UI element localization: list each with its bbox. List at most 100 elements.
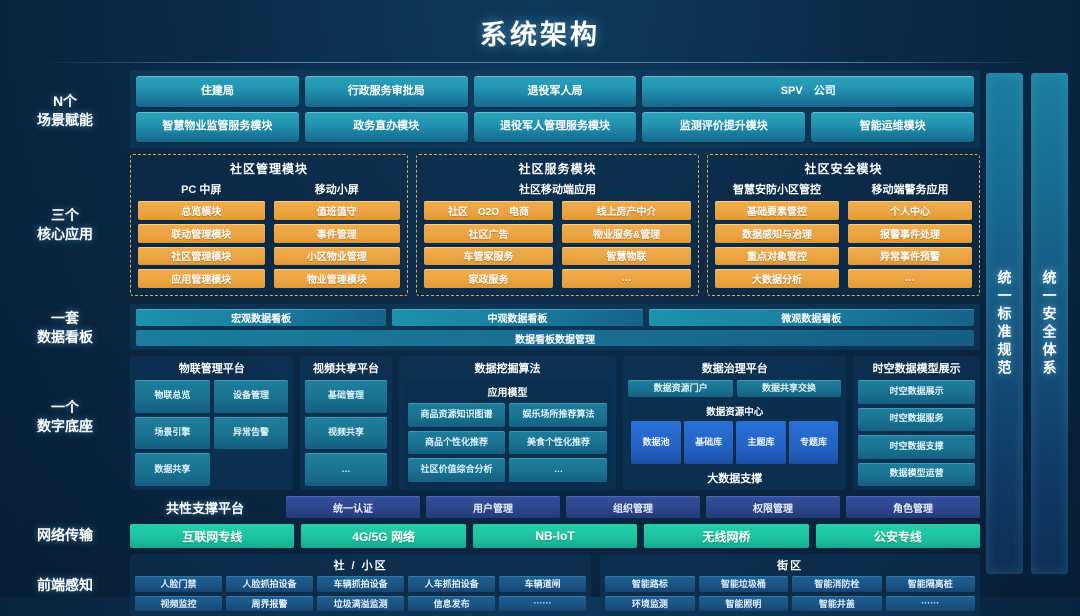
app-item[interactable]: 基础要素管控: [715, 201, 840, 220]
sensor-item[interactable]: ······: [885, 595, 975, 611]
digital-base-band: 物联管理平台 物联总览 设备管理 场景引擎 异常告警 数据共享 视频共享平台: [130, 356, 980, 490]
app-item[interactable]: 社区 O2O 电商: [424, 201, 554, 220]
sensor-item[interactable]: 车辆抓拍设备: [317, 576, 405, 592]
governance-item[interactable]: 数据资源门户: [628, 380, 733, 397]
spatio-item[interactable]: 时空数据服务: [858, 407, 975, 431]
app-item[interactable]: …: [562, 269, 692, 288]
app-item[interactable]: 家政服务: [424, 269, 554, 288]
sensor-item[interactable]: 周界报警: [226, 595, 314, 611]
dashboard-item[interactable]: 中观数据看板: [392, 309, 643, 326]
row-label-line1: 一套: [51, 310, 79, 326]
group-title: 社区安全模块: [804, 162, 883, 176]
app-item[interactable]: 车管家服务: [424, 246, 554, 266]
app-item[interactable]: 智慧物联: [562, 246, 692, 266]
platform-item[interactable]: 设备管理: [213, 380, 289, 413]
app-item[interactable]: 线上房产中介: [562, 201, 692, 220]
group-subtitle: 社区移动端应用: [519, 184, 597, 196]
resource-item[interactable]: 主题库: [736, 421, 786, 464]
resource-item[interactable]: 基础库: [683, 421, 734, 464]
app-item[interactable]: 值班值守: [273, 201, 400, 220]
platform-item[interactable]: 基础管理: [305, 380, 387, 413]
dashboard-item[interactable]: 微观数据看板: [648, 309, 974, 326]
common-platform-item[interactable]: 组织管理: [566, 496, 700, 518]
dashboard-item[interactable]: 宏观数据看板: [136, 309, 387, 326]
platform-item[interactable]: 物联总览: [135, 380, 210, 413]
scenario-module[interactable]: 监测评价提升模块: [642, 111, 806, 142]
sensor-item[interactable]: ······: [499, 595, 587, 611]
app-item[interactable]: 重点对象管控: [715, 246, 840, 266]
scenario-module[interactable]: 退役军人管理服务模块: [473, 111, 637, 142]
spatio-item[interactable]: 时空数据支撑: [858, 435, 975, 459]
platform-item[interactable]: 视频共享: [305, 416, 387, 450]
sensor-item[interactable]: 人脸抓拍设备: [226, 576, 314, 592]
scenario-module[interactable]: 智慧物业监管服务模块: [136, 111, 299, 142]
model-item[interactable]: 美食个性化推荐: [509, 430, 608, 455]
sensor-item[interactable]: 智能垃圾桶: [698, 576, 789, 592]
app-item[interactable]: 数据感知与治理: [715, 223, 840, 243]
app-item[interactable]: 社区广告: [424, 223, 554, 243]
scenario-org[interactable]: 退役军人局: [473, 76, 637, 107]
sensor-item[interactable]: 智能消防栓: [792, 576, 882, 592]
common-support-platform-band: 共性支撑平台 统一认证 用户管理 组织管理 权限管理 角色管理: [130, 496, 980, 518]
resource-item[interactable]: 数据池: [631, 421, 681, 464]
group-column: PC 中屏 总览模块 联动管理模块 社区管理模块 应用管理模块: [138, 181, 265, 288]
app-item[interactable]: 报警事件处理: [848, 223, 972, 243]
scenario-org-spv[interactable]: SPV 公司: [642, 76, 974, 107]
platform-item[interactable]: 异常告警: [213, 416, 289, 450]
spatio-item[interactable]: 时空数据展示: [858, 380, 975, 404]
app-item[interactable]: 异常事件预警: [848, 246, 972, 266]
sensor-item[interactable]: 信息发布: [408, 595, 496, 611]
sensor-item[interactable]: 车辆道闸: [499, 576, 587, 592]
common-platform-item[interactable]: 用户管理: [426, 496, 560, 518]
app-item[interactable]: …: [848, 269, 972, 288]
common-platform-item[interactable]: 统一认证: [286, 496, 420, 518]
app-item[interactable]: 联动管理模块: [138, 223, 265, 243]
perception-group-community: 社 / 小区 人脸门禁 人脸抓拍设备 车辆抓拍设备 人车抓拍设备 车辆道闸 视频…: [130, 554, 592, 616]
scenario-org[interactable]: 行政服务审批局: [304, 76, 468, 107]
spatio-item[interactable]: 数据模型运营: [858, 462, 975, 486]
inner-title: 应用模型: [487, 388, 528, 399]
app-item[interactable]: 总览模块: [138, 201, 265, 220]
sensor-item[interactable]: 人脸门禁: [135, 576, 223, 592]
common-platform-item[interactable]: 权限管理: [706, 496, 840, 518]
common-platform-item[interactable]: 角色管理: [846, 496, 980, 518]
network-item[interactable]: NB-IoT: [472, 524, 638, 548]
sensor-item[interactable]: 视频监控: [135, 595, 223, 611]
scenario-org[interactable]: 住建局: [136, 76, 299, 107]
app-item[interactable]: 应用管理模块: [138, 269, 265, 288]
app-item[interactable]: 个人中心: [848, 201, 972, 220]
model-item[interactable]: 商品个性化推荐: [407, 430, 506, 455]
app-item[interactable]: 物业服务&管理: [562, 223, 692, 243]
scenario-module[interactable]: 政务直办模块: [304, 111, 468, 142]
scenario-module[interactable]: 智能运维模块: [811, 111, 975, 142]
row-label-line2: 数字底座: [37, 418, 93, 434]
group-title: 街区: [777, 560, 804, 572]
network-item[interactable]: 公安专线: [815, 524, 981, 548]
platform-item[interactable]: …: [305, 453, 387, 486]
resource-item[interactable]: 专题库: [788, 421, 839, 464]
model-item[interactable]: 社区价值综合分析: [407, 458, 506, 482]
sensor-item[interactable]: 智能路标: [605, 576, 695, 592]
app-item[interactable]: 社区管理模块: [138, 246, 265, 266]
sensor-item[interactable]: 智能井盖: [792, 595, 882, 611]
sensor-item[interactable]: 智能照明: [698, 595, 789, 611]
app-item[interactable]: 事件管理: [273, 223, 400, 243]
network-item[interactable]: 无线网桥: [644, 524, 809, 548]
network-item[interactable]: 互联网专线: [130, 524, 295, 548]
network-item[interactable]: 4G/5G 网络: [301, 524, 466, 548]
platform-item[interactable]: 数据共享: [135, 453, 210, 486]
app-item[interactable]: 物业管理模块: [273, 269, 400, 288]
app-item[interactable]: 小区物业管理: [273, 246, 400, 266]
platform-item[interactable]: 场景引擎: [135, 416, 210, 450]
governance-item[interactable]: 数据共享交换: [736, 380, 842, 397]
model-item[interactable]: …: [509, 458, 608, 482]
app-item[interactable]: 大数据分析: [715, 269, 840, 288]
sensor-item[interactable]: 人车抓拍设备: [408, 576, 496, 592]
group-title: 社 / 小区: [333, 560, 388, 572]
sensor-item[interactable]: 智能隔离桩: [885, 576, 975, 592]
model-item[interactable]: 商品资源知识图谱: [407, 403, 506, 427]
sensor-item[interactable]: 环境监测: [605, 595, 695, 611]
sensor-item[interactable]: 垃圾满溢监测: [317, 595, 405, 611]
model-item[interactable]: 娱乐场所推荐算法: [509, 403, 608, 427]
dashboard-data-management[interactable]: 数据看板数据管理: [136, 330, 974, 346]
